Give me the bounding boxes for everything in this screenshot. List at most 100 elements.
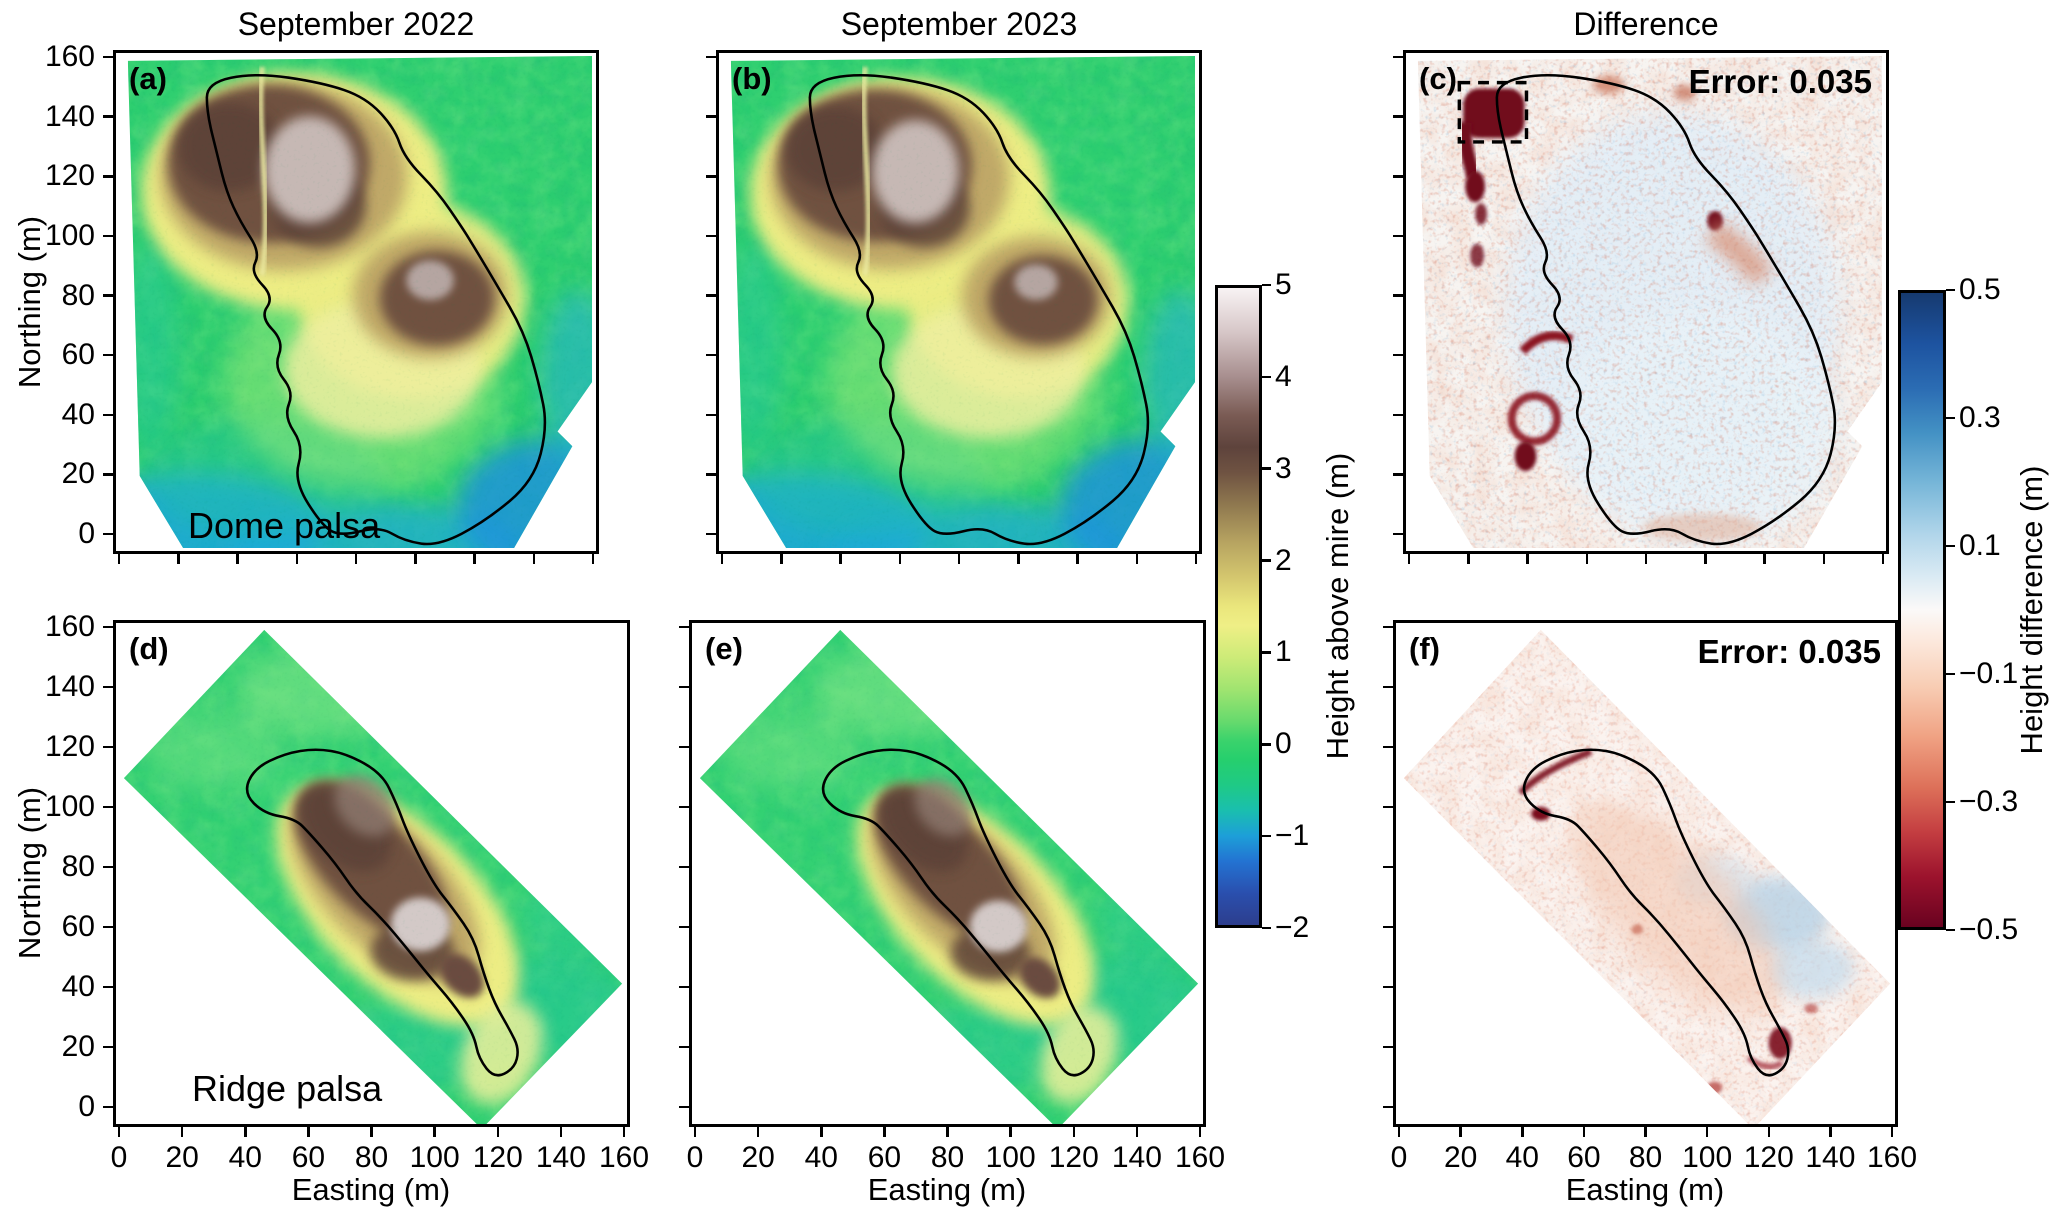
panel-letter-a: (a) <box>129 61 167 96</box>
x-tick-mark <box>1767 1127 1770 1137</box>
x-tick-label: 120 <box>472 1141 523 1174</box>
x-tick-mark <box>414 554 417 564</box>
x-tick-mark <box>1467 554 1470 564</box>
dome-dem-map-2022 <box>127 55 593 549</box>
x-tick-label: 160 <box>1866 1141 1918 1174</box>
x-tick-mark <box>532 554 535 564</box>
colorbar-tick-label: −1 <box>1275 819 1310 853</box>
dashed-inset-box <box>1457 80 1529 144</box>
x-tick-mark <box>720 554 724 564</box>
panel-letter-f: (f) <box>1409 631 1440 666</box>
column-title-difference: Difference <box>1573 6 1719 42</box>
y-tick-label: 100 <box>44 790 95 823</box>
x-tick-label: 60 <box>867 1141 902 1174</box>
colorbar-tick-label: −0.1 <box>1959 657 2019 690</box>
x-tick-label: 40 <box>1505 1141 1539 1174</box>
dome-difference-raster <box>1417 55 1883 549</box>
y-tick-mark <box>1383 805 1393 809</box>
y-tick-mark <box>706 294 716 297</box>
y-tick-mark <box>1383 865 1393 869</box>
site-label-ridge-palsa: Ridge palsa <box>192 1068 383 1109</box>
x-tick-label: 140 <box>535 1141 586 1174</box>
ridge-dem-map-2022 <box>123 629 623 1124</box>
y-tick-mark <box>103 685 113 689</box>
x-tick-mark <box>295 554 298 564</box>
y-tick-label: 160 <box>44 610 95 643</box>
ridge-difference-raster <box>1403 629 1891 1124</box>
y-tick-mark <box>706 175 716 178</box>
ridge-difference-map <box>1403 629 1891 1124</box>
x-tick-label: 0 <box>1390 1141 1408 1174</box>
x-tick-mark <box>1194 554 1198 564</box>
palsa-outline <box>245 748 519 1077</box>
y-tick-label: 20 <box>61 1030 95 1063</box>
y-tick-mark <box>103 413 113 416</box>
x-tick-mark <box>693 1127 697 1137</box>
colorbar-tick-mark <box>1262 651 1271 654</box>
x-tick-mark <box>180 1127 184 1137</box>
x-tick-mark <box>177 554 180 564</box>
y-tick-label: 60 <box>61 910 95 943</box>
panel-f-ridge-difference: (f) Error: 0.035 <box>1393 620 1898 1127</box>
y-tick-mark <box>103 925 113 929</box>
colorbar-tick-label: −2 <box>1275 911 1310 944</box>
y-tick-mark <box>103 473 113 476</box>
colorbar-label-height-difference: Height difference (m) <box>2014 465 2049 755</box>
y-tick-mark <box>103 532 113 536</box>
y-tick-mark <box>1383 745 1393 749</box>
x-tick-mark <box>1822 554 1825 564</box>
panel-e-ridge-2023: (e) <box>689 620 1206 1127</box>
palsa-outline <box>808 73 1150 546</box>
colorbar-tick-label: 2 <box>1275 543 1292 577</box>
error-annotation-f: Error: 0.035 <box>1697 633 1881 670</box>
x-tick-mark <box>1705 1127 1709 1137</box>
x-tick-mark <box>370 1127 373 1137</box>
colorbar-tick-mark <box>1262 743 1271 746</box>
x-tick-mark <box>1890 1127 1894 1137</box>
y-tick-mark <box>1393 175 1403 178</box>
x-tick-label: 80 <box>930 1141 965 1174</box>
x-axis-label-f: Easting (m) <box>1565 1172 1725 1207</box>
x-tick-mark <box>756 1127 760 1137</box>
x-tick-mark <box>354 554 358 564</box>
colorbar-tick-label: 0.5 <box>1959 273 2001 306</box>
x-tick-mark <box>307 1127 310 1137</box>
x-tick-label: 80 <box>354 1141 389 1174</box>
x-tick-label: 0 <box>110 1141 128 1174</box>
y-tick-mark <box>1383 925 1393 929</box>
x-tick-label: 120 <box>1743 1141 1794 1174</box>
panel-letter-c: (c) <box>1419 61 1457 96</box>
x-tick-mark <box>1582 1127 1586 1137</box>
colorbar-tick-mark <box>1262 926 1271 930</box>
y-tick-mark <box>103 985 113 989</box>
x-tick-mark <box>591 554 595 564</box>
x-axis-label-d: Easting (m) <box>291 1172 451 1207</box>
y-tick-mark <box>706 473 716 476</box>
x-tick-mark <box>1585 554 1588 564</box>
y-tick-mark <box>103 353 113 357</box>
colorbar-label-height-above-mire: Height above mire (m) <box>1320 452 1355 760</box>
x-tick-label: 60 <box>1567 1141 1601 1174</box>
y-tick-mark <box>679 1105 689 1109</box>
x-tick-mark <box>1076 554 1079 564</box>
colorbar-tick-mark <box>1946 288 1955 292</box>
x-tick-mark <box>622 1127 626 1137</box>
panel-a-dome-2022: (a) Dome palsa <box>113 50 599 554</box>
y-tick-mark <box>1393 234 1403 238</box>
y-tick-label: 100 <box>44 218 95 252</box>
y-tick-mark <box>1383 1105 1393 1109</box>
x-tick-mark <box>1135 1127 1139 1137</box>
y-tick-mark <box>706 55 716 59</box>
colorbar-tick-label: 3 <box>1275 451 1292 485</box>
y-tick-mark <box>1393 294 1403 297</box>
y-tick-mark <box>1393 413 1403 416</box>
y-tick-label: 80 <box>61 850 95 883</box>
y-tick-mark <box>1383 985 1393 989</box>
y-tick-mark <box>103 1105 113 1109</box>
colorbar-height-above-mire <box>1215 285 1262 928</box>
x-tick-mark <box>117 1127 121 1137</box>
x-tick-mark <box>1763 554 1766 564</box>
site-label-dome-palsa: Dome palsa <box>188 505 381 546</box>
y-tick-mark <box>679 985 689 989</box>
